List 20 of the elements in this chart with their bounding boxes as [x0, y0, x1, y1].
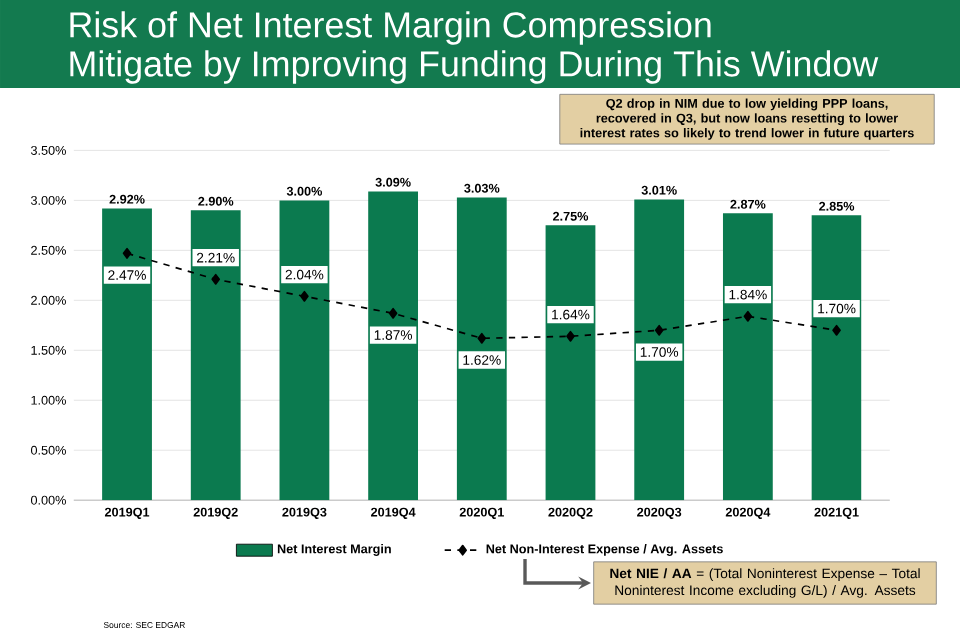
bar: [545, 225, 596, 501]
bar: [279, 200, 330, 501]
bar: [102, 208, 152, 501]
bar: [456, 197, 507, 501]
bar: [190, 210, 241, 501]
point: [566, 330, 575, 342]
point: [477, 332, 487, 344]
bar: [722, 213, 773, 501]
chart-subtitle: Mitigate by Improving Funding During This Window: [70, 50, 879, 84]
point: [832, 324, 841, 336]
chart-title: Risk of Net Interest Margin Compression: [70, 11, 711, 45]
bar: [634, 199, 685, 501]
point: [743, 310, 753, 322]
bar: [368, 191, 419, 501]
point: [654, 324, 664, 336]
point: [388, 307, 398, 319]
bar: [811, 215, 862, 501]
point: [211, 273, 221, 285]
point: [122, 247, 132, 259]
point: [300, 290, 309, 302]
